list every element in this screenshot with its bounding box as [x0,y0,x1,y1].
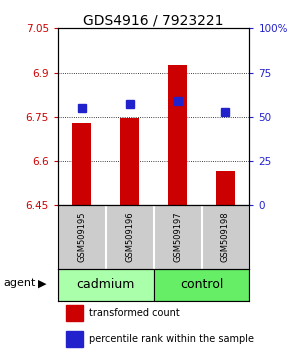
Text: ▶: ▶ [38,278,46,288]
Text: cadmium: cadmium [77,279,135,291]
Text: transformed count: transformed count [89,308,180,318]
Bar [216,171,235,205]
Title: GDS4916 / 7923221: GDS4916 / 7923221 [84,13,224,27]
Text: agent: agent [3,278,35,288]
Text: percentile rank within the sample: percentile rank within the sample [89,334,254,344]
Bar [66,304,83,321]
Text: GSM509195: GSM509195 [77,212,86,262]
Bar [120,118,139,205]
Bar [58,269,154,301]
Text: control: control [180,279,223,291]
Text: GSM509197: GSM509197 [173,212,182,263]
Text: GSM509196: GSM509196 [125,212,134,263]
Bar [154,269,249,301]
Text: GSM509198: GSM509198 [221,212,230,263]
Bar [168,65,187,205]
Bar [72,123,92,205]
Bar [66,331,83,347]
